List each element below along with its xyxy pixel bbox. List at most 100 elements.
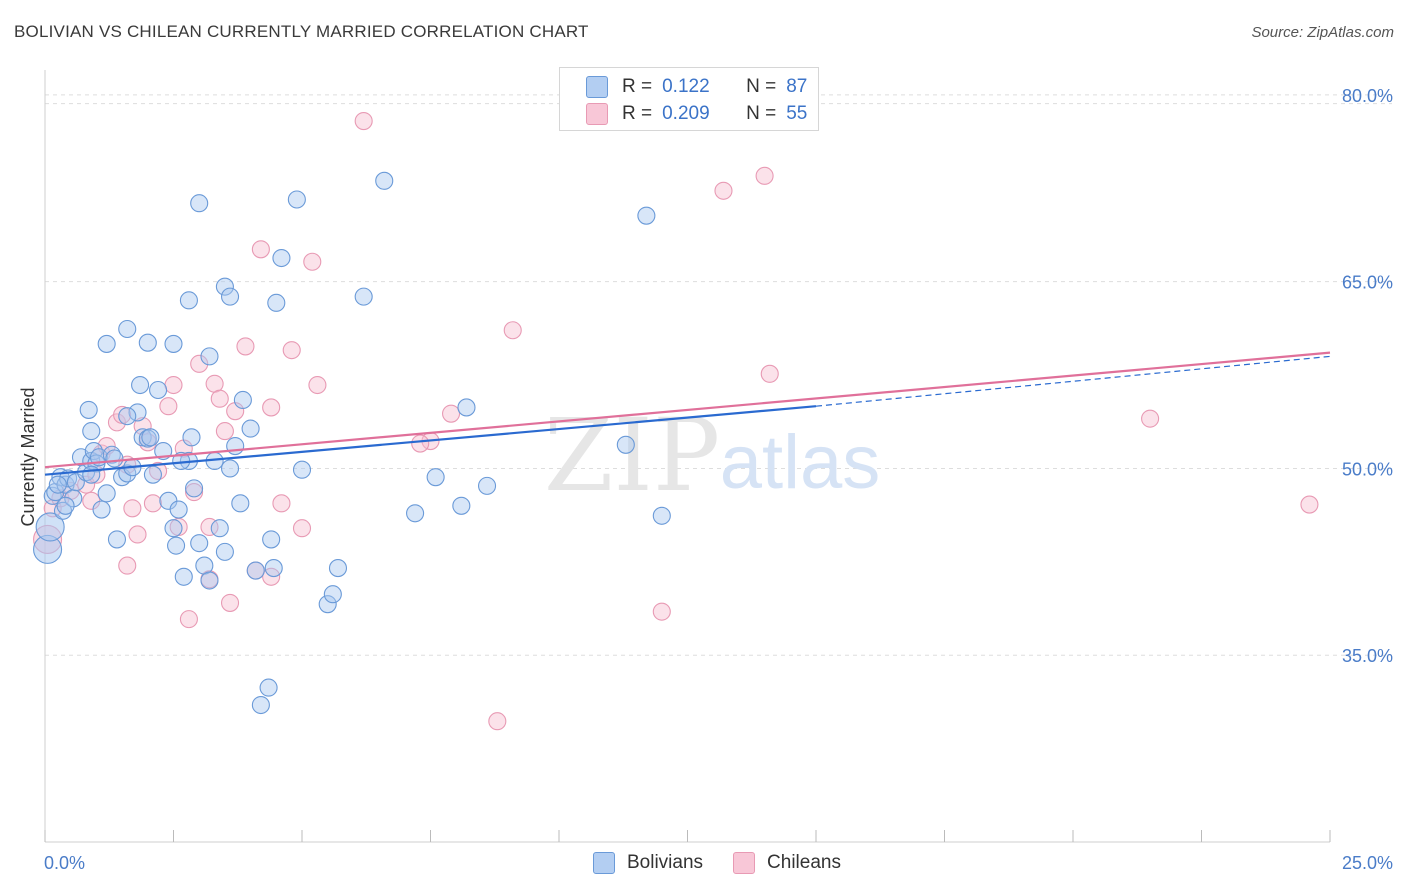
bolivian-point [164, 334, 183, 353]
legend-swatch-pink [733, 852, 756, 874]
bolivian-point [92, 500, 111, 519]
bolivian-point [56, 496, 75, 515]
legend-r-label: R = [622, 76, 653, 97]
bolivian-point [131, 375, 150, 395]
legend-r-value: 0.122 [662, 76, 710, 97]
chilean-point [488, 712, 507, 731]
chilean-point [262, 398, 281, 417]
bolivian-point [35, 512, 65, 542]
bolivian-point [97, 334, 116, 353]
chilean-point [215, 422, 234, 441]
legend-r-value: 0.209 [662, 103, 710, 124]
chilean-point [308, 375, 327, 395]
bolivian-point [406, 504, 425, 523]
chilean-trend-line [44, 351, 1331, 469]
bolivian-point [190, 194, 209, 213]
legend-label-chileans: Chileans [767, 852, 841, 873]
chilean-point [292, 519, 312, 538]
bolivian-point [328, 559, 348, 578]
bolivian-point [457, 398, 476, 417]
y-tick-label: 35.0% [1342, 646, 1393, 666]
bolivian-point [82, 465, 101, 484]
bolivian-point [210, 519, 229, 538]
chilean-point [210, 389, 229, 408]
bolivian-point [174, 567, 193, 586]
watermark-atlas: atlas [720, 420, 881, 505]
bolivian-point [637, 206, 656, 225]
legend-r-label: R = [622, 103, 653, 124]
legend-item-chileans: Chileans [733, 852, 841, 874]
legend-n-value: 55 [786, 103, 808, 124]
chilean-point [652, 602, 671, 621]
bolivian-point [287, 190, 306, 209]
chilean-point [236, 337, 255, 356]
chilean-point [123, 499, 142, 518]
bolivian-point [233, 390, 252, 410]
bolivian-point [179, 291, 198, 310]
y-tick-label: 80.0% [1342, 86, 1393, 106]
chilean-point [1300, 495, 1319, 514]
chilean-point [251, 240, 270, 259]
bolivian-point [262, 530, 281, 549]
y-axis-label: Currently Married [18, 387, 38, 526]
bolivian-point [82, 422, 101, 441]
legend-box: R = 0.122 N = 87 R = 0.209 N = 55 [559, 67, 819, 131]
bolivian-point [118, 319, 137, 339]
bolivian-point [107, 530, 127, 549]
bolivian-point [231, 494, 250, 513]
bolivian-point [251, 695, 270, 715]
bolivian-point [200, 571, 219, 590]
watermark: ZIP atlas [544, 397, 880, 514]
source-label: Source: ZipAtlas.com [1251, 24, 1394, 41]
chilean-point [760, 364, 779, 383]
bolivian-point [97, 484, 116, 503]
bolivian-point [118, 407, 137, 426]
y-tick-label: 65.0% [1342, 273, 1393, 293]
bolivian-point [105, 449, 124, 468]
chilean-point [179, 610, 198, 629]
bolivian-point [79, 400, 98, 419]
bolivian-point [246, 561, 265, 580]
chilean-point [118, 556, 137, 575]
bolivian-point [185, 479, 204, 498]
chilean-point [164, 375, 183, 395]
chilean-point [159, 397, 178, 416]
legend-row-bolivians: R = 0.122 N = 87 [586, 75, 807, 99]
bolivian-point [452, 496, 471, 515]
bolivian-point [220, 459, 240, 478]
bolivian-point [200, 347, 219, 366]
bolivian-point [426, 468, 445, 487]
bolivian-point [267, 293, 286, 312]
legend-label-bolivians: Bolivians [627, 852, 704, 873]
legend-row-chileans: R = 0.209 N = 55 [586, 102, 807, 126]
legend-swatch-blue [586, 76, 608, 98]
bolivian-point [616, 435, 635, 454]
bolivian-point [215, 277, 234, 296]
bolivian-point [375, 171, 394, 190]
chilean-point [282, 341, 301, 360]
legend-swatch-blue [593, 852, 615, 874]
chilean-point [190, 354, 209, 373]
legend-swatch-pink [586, 103, 608, 125]
bolivian-point [272, 248, 291, 268]
bolivian-point [182, 428, 201, 447]
bottom-legend: Bolivians Chileans [593, 852, 871, 874]
bolivian-point [477, 476, 497, 495]
bolivian-point [167, 536, 186, 555]
chilean-point [714, 181, 733, 200]
bolivian-point [143, 465, 162, 484]
y-tick-label: 50.0% [1342, 459, 1393, 479]
chilean-point [143, 494, 162, 513]
bolivian-point [169, 500, 188, 519]
bolivian-point [138, 333, 157, 352]
legend-n-label: N = [746, 76, 777, 97]
bolivian-point [220, 287, 240, 306]
legend-n-value: 87 [786, 76, 808, 97]
chilean-point [1141, 409, 1160, 428]
bolivian-point [323, 585, 342, 604]
legend-item-bolivians: Bolivians [593, 852, 703, 874]
bolivian-point [149, 380, 168, 400]
bolivian-point [53, 501, 73, 520]
chilean-point [442, 404, 461, 423]
